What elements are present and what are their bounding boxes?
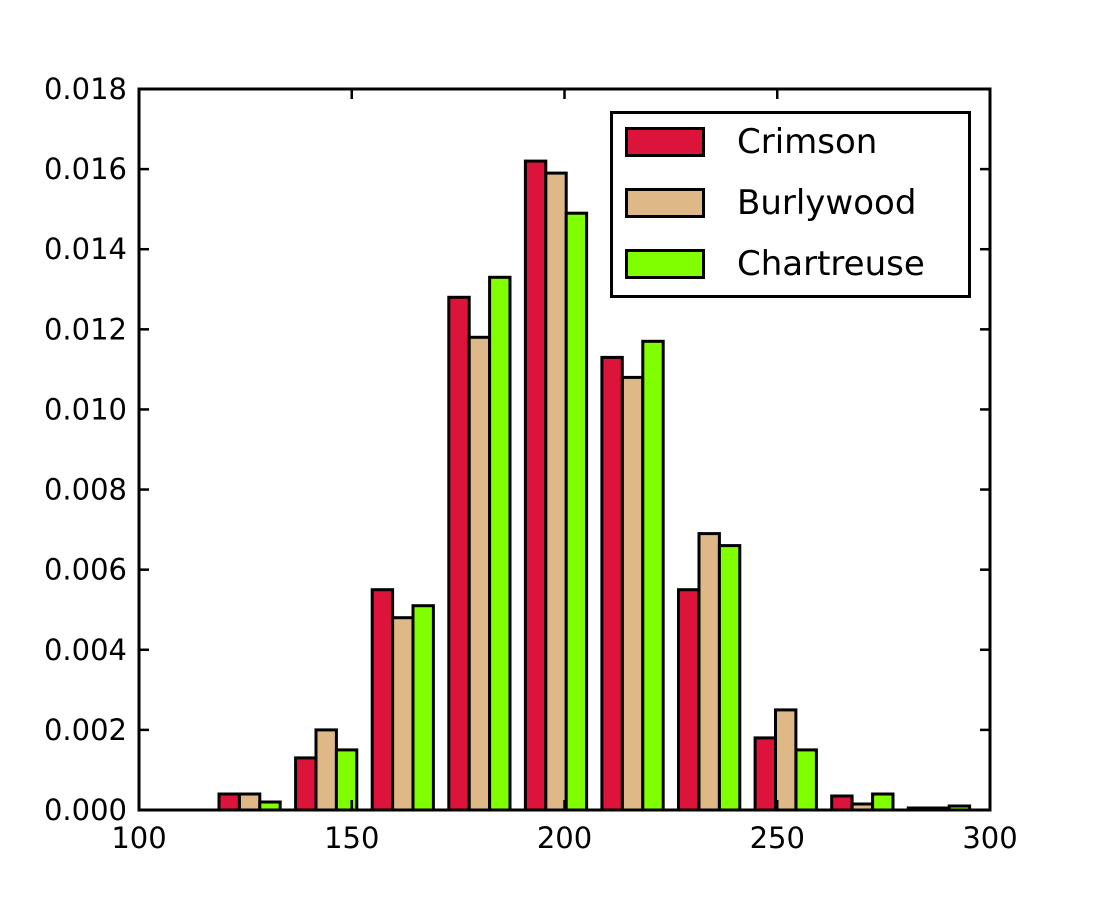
y-tick-label: 0.006 [44, 553, 127, 587]
bar [334, 748, 359, 812]
bars-chartreuse [258, 211, 972, 812]
bar [294, 756, 318, 812]
bar [447, 295, 471, 812]
y-tick-label: 0.000 [44, 793, 127, 827]
bar [217, 792, 241, 812]
y-tick-label: 0.016 [44, 152, 127, 186]
bar [237, 792, 262, 812]
x-tick-label: 300 [962, 821, 1017, 855]
legend-label-chartreuse: Chartreuse [737, 244, 925, 284]
bar [830, 794, 854, 812]
x-tick-label: 200 [537, 821, 592, 855]
legend-item-crimson: Crimson [625, 122, 968, 162]
bar [871, 792, 895, 812]
y-tick-label: 0.010 [44, 392, 127, 426]
bar [314, 728, 338, 812]
bar [641, 339, 665, 812]
legend-item-chartreuse: Chartreuse [625, 244, 968, 284]
legend-swatch-crimson [625, 127, 705, 157]
legend-item-burlywood: Burlywood [625, 183, 968, 223]
bar [564, 211, 589, 812]
legend-label-crimson: Crimson [737, 122, 878, 162]
x-tick-label: 100 [111, 821, 166, 855]
x-tick-label: 150 [324, 821, 379, 855]
bar [794, 748, 818, 812]
x-tick-label: 250 [750, 821, 805, 855]
y-tick-label: 0.018 [44, 72, 127, 106]
bar [370, 588, 395, 812]
y-tick-label: 0.004 [44, 633, 127, 667]
y-tick-label: 0.012 [44, 312, 127, 346]
bar [391, 616, 415, 812]
legend-label-burlywood: Burlywood [737, 183, 917, 223]
y-tick-label: 0.014 [44, 232, 127, 266]
bar [600, 355, 624, 812]
bar [753, 736, 777, 812]
bar [488, 275, 512, 812]
legend-swatch-burlywood [625, 188, 705, 218]
legend-swatch-chartreuse [625, 249, 705, 279]
legend: Crimson Burlywood Chartreuse [610, 111, 971, 298]
bar [697, 532, 721, 812]
bars-burlywood [237, 171, 951, 812]
bar [411, 604, 435, 812]
y-tick-label: 0.008 [44, 473, 127, 507]
bar [620, 375, 645, 812]
bar [467, 335, 492, 812]
bar [774, 708, 798, 812]
bar [677, 588, 701, 812]
bar [544, 171, 568, 812]
bar [717, 544, 742, 812]
y-tick-label: 0.002 [44, 713, 127, 747]
bar [523, 159, 548, 812]
